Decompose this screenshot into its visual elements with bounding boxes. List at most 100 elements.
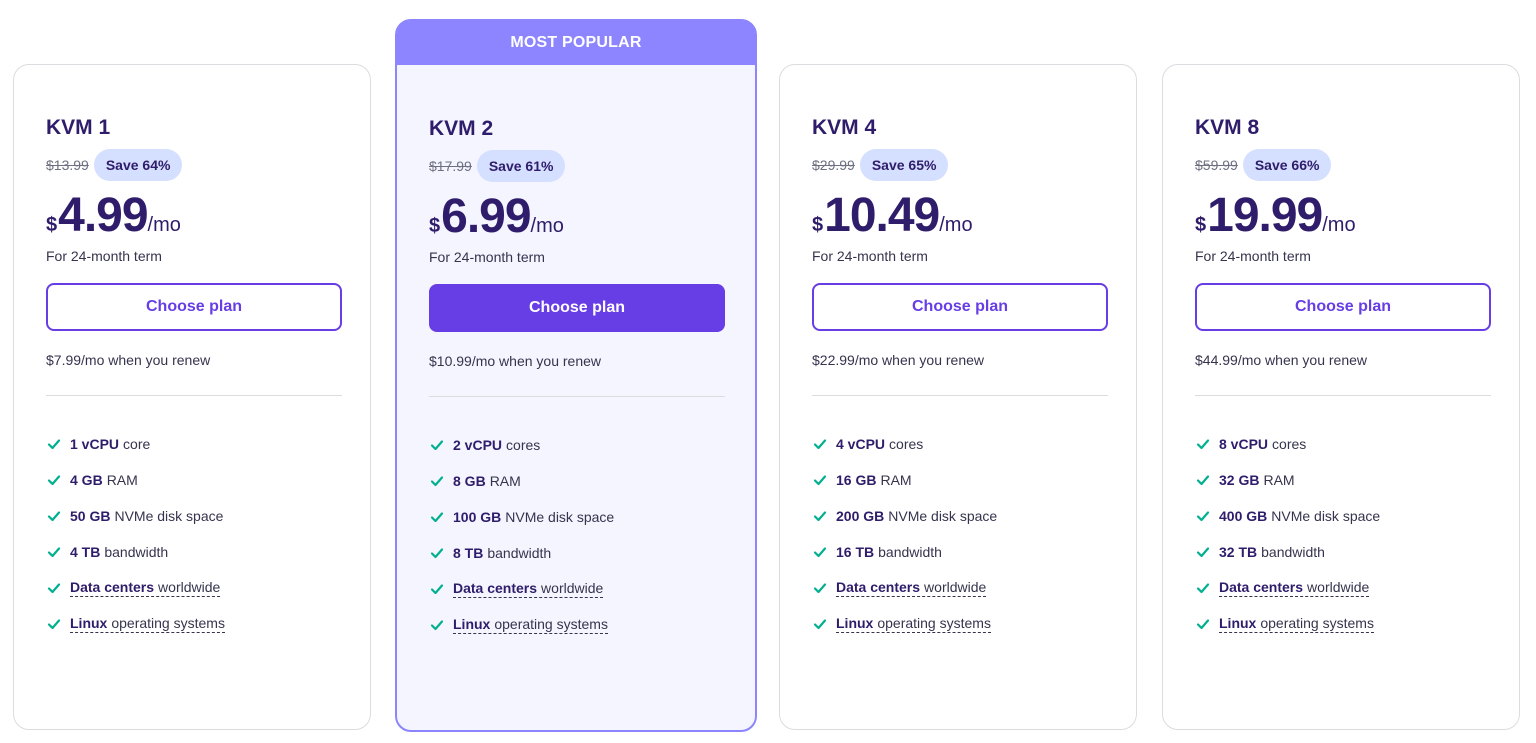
feature-item: 32 TB bandwidth	[1195, 534, 1487, 570]
feature-bold: 400 GB	[1219, 508, 1268, 524]
feature-item: 4 TB bandwidth	[46, 534, 338, 570]
feature-bold: 1 vCPU	[70, 436, 120, 452]
feature-bold: 16 TB	[836, 544, 875, 560]
price-amount: 10.49	[824, 189, 940, 242]
data-centers-tooltip-link[interactable]: Data centers worldwide	[453, 580, 604, 598]
feature-bold: Linux	[453, 616, 491, 632]
feature-text: NVMe disk space	[1271, 508, 1381, 524]
price-currency: $	[46, 214, 58, 236]
feature-text: worldwide	[541, 580, 604, 596]
term-label: For 24-month term	[812, 248, 928, 264]
feature-text: operating systems	[1260, 615, 1374, 631]
feature-item: Linux operating systems	[1195, 606, 1487, 642]
check-icon	[47, 547, 61, 558]
feature-text: RAM	[106, 472, 138, 488]
plan-name: KVM 1	[46, 116, 111, 139]
feature-text: bandwidth	[1261, 544, 1325, 560]
term-label: For 24-month term	[429, 249, 545, 265]
divider	[1195, 395, 1491, 396]
feature-item: 2 vCPU cores	[429, 427, 723, 463]
feature-text: NVMe disk space	[888, 508, 998, 524]
linux-os-tooltip-link[interactable]: Linux operating systems	[453, 616, 608, 634]
check-icon	[813, 619, 827, 630]
choose-plan-button[interactable]: Choose plan	[1195, 283, 1491, 331]
feature-bold: 16 GB	[836, 472, 877, 488]
price-period: /mo	[939, 214, 973, 236]
feature-text: operating systems	[877, 615, 991, 631]
data-centers-tooltip-link[interactable]: Data centers worldwide	[1219, 579, 1370, 597]
feature-text: bandwidth	[104, 544, 169, 560]
feature-item: 16 GB RAM	[812, 462, 1104, 498]
renew-price: $10.99/mo when you renew	[429, 353, 601, 369]
price: $ 19.99 /mo	[1195, 189, 1487, 243]
check-icon	[813, 475, 827, 486]
feature-item: Linux operating systems	[812, 606, 1104, 642]
feature-text: core	[123, 436, 151, 452]
feature-item: Data centers worldwide	[429, 571, 723, 607]
feature-item: 50 GB NVMe disk space	[46, 498, 338, 534]
plan-name: KVM 2	[429, 117, 494, 140]
feature-item: 8 TB bandwidth	[429, 535, 723, 571]
renew-price: $22.99/mo when you renew	[812, 352, 984, 368]
choose-plan-button[interactable]: Choose plan	[46, 283, 342, 331]
feature-bold: 32 GB	[1219, 472, 1260, 488]
check-icon	[1196, 547, 1210, 558]
feature-bold: Data centers	[453, 580, 538, 596]
feature-text: RAM	[1263, 472, 1295, 488]
discount-row: $59.99 Save 66%	[1195, 149, 1487, 181]
feature-item: Data centers worldwide	[812, 570, 1104, 606]
linux-os-tooltip-link[interactable]: Linux operating systems	[70, 615, 225, 633]
save-badge: Save 66%	[1242, 149, 1332, 181]
feature-text: NVMe disk space	[505, 509, 615, 525]
save-badge: Save 64%	[93, 149, 183, 181]
save-badge: Save 61%	[476, 150, 566, 182]
price: $ 4.99 /mo	[46, 189, 338, 243]
feature-list: 1 vCPU core 4 GB RAM 50 GB NVMe disk space …	[46, 426, 338, 642]
feature-item: 8 GB RAM	[429, 463, 723, 499]
feature-text: operating systems	[111, 615, 225, 631]
feature-item: Data centers worldwide	[1195, 570, 1487, 606]
most-popular-ribbon: MOST POPULAR	[397, 21, 755, 65]
feature-bold: Linux	[70, 615, 108, 631]
feature-text: NVMe disk space	[114, 508, 224, 524]
feature-list: 2 vCPU cores 8 GB RAM 100 GB NVMe disk spac…	[429, 427, 723, 643]
plan-card-kvm-8: KVM 8 $59.99 Save 66% $ 19.99 /mo For 24…	[1162, 64, 1520, 730]
feature-item: Linux operating systems	[46, 606, 338, 642]
price-amount: 6.99	[441, 190, 531, 243]
feature-bold: 32 TB	[1219, 544, 1258, 560]
price-period: /mo	[530, 215, 564, 237]
check-icon	[430, 476, 444, 487]
check-icon	[1196, 619, 1210, 630]
discount-row: $29.99 Save 65%	[812, 149, 1104, 181]
save-badge: Save 65%	[859, 149, 949, 181]
data-centers-tooltip-link[interactable]: Data centers worldwide	[836, 579, 987, 597]
feature-list: 4 vCPU cores 16 GB RAM 200 GB NVMe disk spa…	[812, 426, 1104, 642]
discount-row: $13.99 Save 64%	[46, 149, 338, 181]
feature-bold: Data centers	[70, 579, 155, 595]
term-label: For 24-month term	[46, 248, 162, 264]
check-icon	[1196, 475, 1210, 486]
feature-text: bandwidth	[487, 545, 552, 561]
check-icon	[47, 619, 61, 630]
check-icon	[813, 547, 827, 558]
choose-plan-button[interactable]: Choose plan	[812, 283, 1108, 331]
price: $ 10.49 /mo	[812, 189, 1104, 243]
feature-text: cores	[506, 437, 541, 453]
data-centers-tooltip-link[interactable]: Data centers worldwide	[70, 579, 221, 597]
linux-os-tooltip-link[interactable]: Linux operating systems	[836, 615, 991, 633]
feature-bold: 100 GB	[453, 509, 502, 525]
linux-os-tooltip-link[interactable]: Linux operating systems	[1219, 615, 1374, 633]
check-icon	[430, 620, 444, 631]
old-price: $17.99	[429, 158, 472, 174]
feature-list: 8 vCPU cores 32 GB RAM 400 GB NVMe disk spa…	[1195, 426, 1487, 642]
price-period: /mo	[1322, 214, 1356, 236]
choose-plan-button[interactable]: Choose plan	[429, 284, 725, 332]
check-icon	[430, 584, 444, 595]
check-icon	[813, 511, 827, 522]
feature-item: 200 GB NVMe disk space	[812, 498, 1104, 534]
price-currency: $	[1195, 214, 1207, 236]
feature-bold: 4 GB	[70, 472, 103, 488]
check-icon	[430, 440, 444, 451]
feature-item: 400 GB NVMe disk space	[1195, 498, 1487, 534]
